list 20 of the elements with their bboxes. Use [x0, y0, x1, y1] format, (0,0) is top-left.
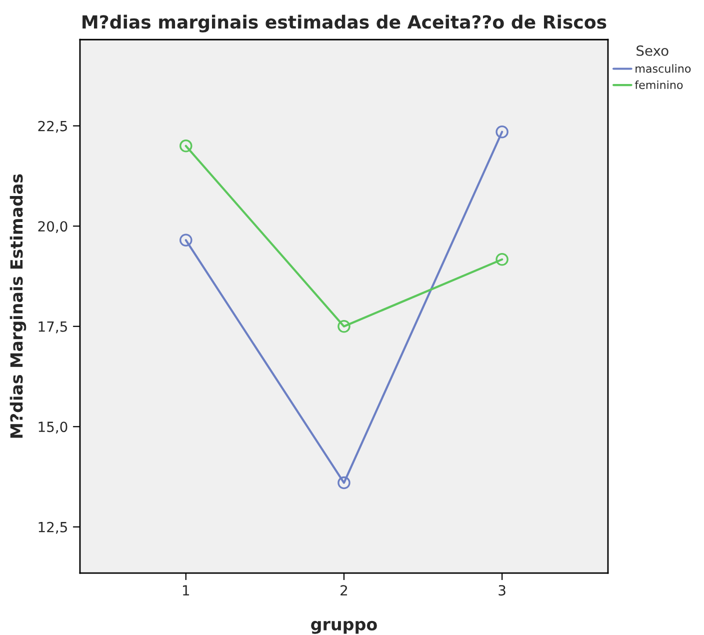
point	[496, 253, 508, 266]
x-tick-label: 3	[498, 585, 506, 596]
legend-label: masculino	[636, 64, 691, 73]
point	[338, 476, 350, 490]
x-tick-label: 1	[183, 585, 190, 596]
y-tick-label: 15,0	[38, 422, 68, 434]
y-tick-label: 22,5	[38, 120, 67, 133]
legend-label: feminino	[634, 80, 683, 90]
y-tick-label: 17,5	[38, 322, 67, 334]
point	[338, 320, 350, 333]
point	[180, 140, 192, 152]
chart-title: M?dias marginais estimadas de Aceita??o de Riscos	[82, 14, 606, 32]
x-tick-label: 2	[340, 585, 347, 596]
x-axis-title: gruppo	[311, 620, 377, 634]
point	[496, 125, 508, 138]
y-tick-label: 20,0	[38, 221, 68, 234]
y-tick-label: 12,5	[38, 522, 67, 534]
legend-title: Sexo	[636, 45, 668, 56]
y-axis-title: M?dias Marginais Estimadas	[10, 174, 26, 438]
point	[180, 234, 192, 247]
